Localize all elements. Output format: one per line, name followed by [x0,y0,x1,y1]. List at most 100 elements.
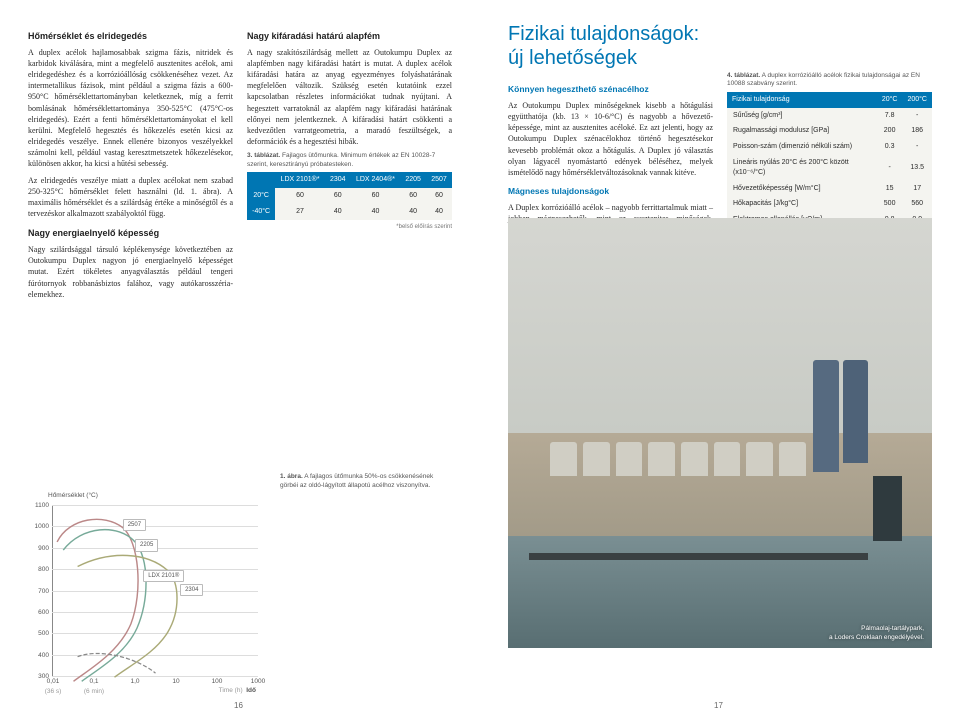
left-page: Hőmérséklet és elridegedés A duplex acél… [0,0,480,721]
table3-cell: 27 [275,204,325,220]
table3-rowhead: -40°C [247,204,275,220]
chart-xaxis-label-hu: Idő [246,687,256,694]
table3-rowhead: 20°C [247,188,275,204]
table3-cell: 40 [351,204,401,220]
table3-cell: 60 [351,188,401,204]
chart-plot: 30040050060070080090010001100 2507 2205 … [52,505,258,677]
table4-cell: Poisson-szám (dimenzió nélküli szám) [727,139,877,155]
chart-xtick-sub: (36 s) [35,687,71,696]
fig1-caption: 1. ábra. A fajlagos ütőmunka 50%-os csök… [280,473,450,490]
chart-ytick: 1100 [31,501,49,510]
table3-cell: 60 [426,188,452,204]
table4-caption: 4. táblázat. A duplex korrózióálló acélo… [727,72,932,89]
table4-cell: 17 [902,181,932,197]
p-fatigue: A nagy szakítószilárdság mellett az Outo… [247,47,452,148]
right-col-1: Fizikai tulajdonságok: új lehetőségek Kö… [508,22,713,241]
chart-xtick: 0,01 [39,677,67,686]
table4-cell: - [902,139,932,155]
chart-ytick: 400 [31,651,49,660]
table4-cell: 500 [877,196,903,212]
table4-cell: Rugalmassági modulusz [GPa] [727,123,877,139]
table3-footnote: *belső előírás szerint [247,223,452,231]
table3-cell: 60 [400,188,426,204]
chart-xtick: 100 [203,677,231,686]
table4-cell: Hővezetőképesség [W/m°C] [727,181,877,197]
photo-pier [529,553,868,559]
table4-cell: 186 [902,123,932,139]
p-temp-2: Az elridegedés veszélye miatt a duplex a… [28,175,233,220]
photo-sky [508,218,932,433]
table3-caption: 3. táblázat. Fajlagos ütőmunka. Minimum … [247,152,452,169]
table4-th: Fizikai tulajdonság [727,92,877,108]
left-col-2: Nagy kifáradási határú alapfém A nagy sz… [247,22,452,305]
heading-energy: Nagy energiaelnyelő képesség [28,227,233,240]
photo-tanks [550,442,847,476]
fig1-caption-text: A fajlagos ütőmunka 50%-os csökkenésének… [280,473,433,488]
photo-credit: Pálmaolaj-tartálypark,a Loders Croklaan … [829,625,924,642]
chart-ytick: 600 [31,608,49,617]
table4-cell: 13.5 [902,155,932,181]
table3-cell: 60 [325,188,351,204]
chart-series-label: 2205 [135,539,158,551]
industrial-photo: Pálmaolaj-tartálypark,a Loders Croklaan … [508,218,932,648]
heading-temp: Hőmérséklet és elridegedés [28,30,233,43]
heading-fatigue: Nagy kifáradási határú alapfém [247,30,452,43]
table4-cell: - [902,108,932,124]
table3: LDX 2101®* 2304 LDX 2404®* 2205 2507 20°… [247,172,452,219]
table3-th: 2507 [426,172,452,188]
left-col-1: Hőmérséklet és elridegedés A duplex acél… [28,22,233,305]
p-energy: Nagy szilárdsággal társuló képlékenysége… [28,244,233,300]
table3-th: 2304 [325,172,351,188]
left-columns: Hőmérséklet és elridegedés A duplex acél… [28,22,452,305]
table4-cell: 7.8 [877,108,903,124]
chart-xtick-sub: (6 min) [76,687,112,696]
table4-cell: 200 [877,123,903,139]
chart-ytick: 700 [31,587,49,596]
chart-xaxis-label-en: Time (h) [219,687,243,694]
table4-cell: Lineáris nyúlás 20°C és 200°C között (x1… [727,155,877,181]
chart-xtick: 10 [162,677,190,686]
p-temp-1: A duplex acélok hajlamosabbak szigma fáz… [28,47,233,170]
chart-xtick: 1,0 [121,677,149,686]
table4-cell: 15 [877,181,903,197]
table3-caption-bold: 3. táblázat. [247,152,280,159]
chart-figure-1: Hőmérséklet (°C) 30040050060070080090010… [28,493,258,693]
table3-th: 2205 [400,172,426,188]
chart-series-label: LDX 2101® [143,570,184,582]
table3-cell: 40 [325,204,351,220]
table4-caption-bold: 4. táblázat. [727,72,760,79]
table3-th: LDX 2101®* [275,172,325,188]
chart-ytick: 800 [31,565,49,574]
table4-cell: Hőkapacitás [J/kg°C] [727,196,877,212]
table3-th-empty [247,172,275,188]
table4-cell: - [877,155,903,181]
section-heading-welding: Könnyen hegeszthető szénacélhoz [508,84,713,96]
table4-cell: Sűrűség [g/cm³] [727,108,877,124]
right-col-2: 4. táblázat. A duplex korrózióálló acélo… [727,22,932,241]
page-number-left: 16 [234,700,243,711]
right-top-columns: Fizikai tulajdonságok: új lehetőségek Kö… [508,22,932,241]
section-heading-magnetic: Mágneses tulajdonságok [508,186,713,198]
table3-cell: 40 [426,204,452,220]
table4-th: 20°C [877,92,903,108]
chart-xtick: 0,1 [80,677,108,686]
table4: Fizikai tulajdonság 20°C 200°C Sűrűség [… [727,92,932,228]
page-number-right: 17 [714,700,723,711]
table4-cell: 0.3 [877,139,903,155]
chart-yaxis-label: Hőmérséklet (°C) [48,491,98,500]
table4-th: 200°C [902,92,932,108]
p-welding: Az Outokumpu Duplex minőségeknek kisebb … [508,100,713,178]
chart-ytick: 900 [31,544,49,553]
right-page: Fizikai tulajdonságok: új lehetőségek Kö… [480,0,960,721]
photo-elevator [873,476,903,541]
chart-xtick: 1000 [244,677,272,686]
chart-ytick: 500 [31,629,49,638]
main-heading: Fizikai tulajdonságok: új lehetőségek [508,22,713,70]
fig1-caption-bold: 1. ábra. [280,473,303,480]
table3-cell: 40 [400,204,426,220]
chart-series-label: 2507 [123,519,146,531]
table4-cell: 560 [902,196,932,212]
chart-xaxis-label: Time (h) Idő [219,686,256,695]
table3-cell: 60 [275,188,325,204]
chart-series-label: 2304 [180,584,203,596]
